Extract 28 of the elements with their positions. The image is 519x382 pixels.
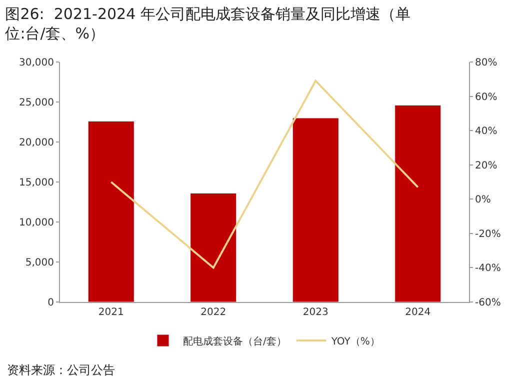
y2-tick-label: -20% xyxy=(475,228,501,240)
y-tick-label: 5,000 xyxy=(25,258,54,268)
y-tick-label: 30,000 xyxy=(19,58,54,68)
x-tick-label: 2023 xyxy=(302,307,328,318)
y-tick-label: 0 xyxy=(48,298,54,308)
legend-label: YOY（%） xyxy=(330,336,380,348)
chart-title: 图26: 2021-2024 年公司配电成套设备销量及同比增速（单位:台/套、%） xyxy=(5,5,410,43)
y2-tick-label: 20% xyxy=(475,160,498,172)
x-tick-label: 2024 xyxy=(405,307,431,318)
y2-tick-label: -40% xyxy=(475,263,501,274)
x-tick-label: 2021 xyxy=(98,307,124,318)
legend-label: 配电成套设备（台/套） xyxy=(183,335,286,348)
bar xyxy=(394,104,442,302)
y-tick-label: 10,000 xyxy=(19,218,54,228)
bar xyxy=(292,118,339,302)
y-tick-label: 20,000 xyxy=(19,138,54,148)
bar xyxy=(88,120,134,302)
y-tick-label: 15,000 xyxy=(19,178,54,188)
y2-tick-label: 0% xyxy=(475,194,491,206)
x-tick-label: 2022 xyxy=(200,307,226,318)
bar xyxy=(190,192,237,302)
y2-tick-label: 40% xyxy=(475,126,498,138)
y2-tick-label: -60% xyxy=(475,298,501,308)
text: 资料来源：公司公告 xyxy=(7,363,115,377)
y-tick-label: 25,000 xyxy=(19,98,54,108)
y2-tick-label: 60% xyxy=(475,92,498,103)
y2-tick-label: 80% xyxy=(475,58,498,68)
line-series xyxy=(110,80,419,269)
